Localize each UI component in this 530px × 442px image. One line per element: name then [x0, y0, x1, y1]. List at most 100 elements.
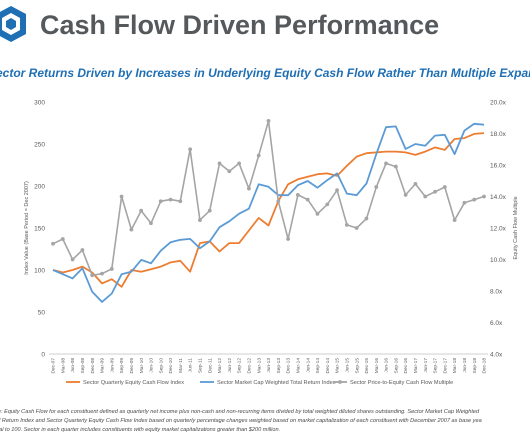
x-tick-label: Jun-17 — [423, 358, 429, 373]
x-tick-label: Dec-09 — [129, 358, 135, 374]
footnote-line: al Return Index and Sector Quarterly Equ… — [0, 418, 482, 424]
x-tick-label: Jun-09 — [109, 358, 115, 373]
data-point — [100, 271, 104, 276]
x-tick-label: Jun-15 — [344, 358, 350, 373]
data-point — [452, 218, 457, 223]
y2-tick-label: 8.0x — [490, 289, 503, 296]
y-tick-label: 300 — [34, 100, 45, 107]
x-tick-label: Mar-17 — [413, 358, 419, 374]
x-tick-label: Mar-15 — [335, 358, 341, 374]
data-point — [178, 199, 183, 204]
x-tick-label: Sep-12 — [237, 358, 243, 374]
x-tick-label: Jun-13 — [266, 358, 272, 373]
x-tick-label: Mar-09 — [100, 358, 106, 374]
data-point — [149, 221, 153, 226]
data-point — [482, 194, 486, 199]
x-tick-label: Jun-12 — [227, 358, 233, 373]
y2-tick-label: 16.0x — [490, 163, 507, 170]
data-point — [256, 153, 261, 158]
x-tick-label: Sep-11 — [198, 358, 204, 373]
data-point — [168, 197, 173, 202]
y-tick-label: 250 — [34, 142, 45, 149]
data-point — [295, 193, 300, 197]
page-title: Cash Flow Driven Performance — [40, 10, 440, 40]
x-tick-label: Sep-08 — [80, 358, 86, 374]
y2-tick-label: 6.0x — [490, 320, 503, 327]
x-tick-label: Dec-17 — [442, 358, 448, 374]
data-point — [217, 161, 222, 166]
data-point — [247, 186, 251, 191]
y2-axis-title: Equity Cash Flow Multiple — [513, 196, 519, 259]
data-point — [433, 189, 437, 194]
data-point — [286, 237, 290, 241]
x-tick-label: Sep-17 — [433, 358, 439, 374]
x-tick-label: Mar-10 — [139, 358, 145, 374]
data-point — [374, 185, 379, 189]
y-tick-label: 100 — [34, 268, 45, 275]
y2-tick-label: 4.0x — [490, 352, 503, 359]
data-point — [188, 147, 193, 152]
data-point — [129, 227, 134, 232]
y-tick-label: 200 — [34, 184, 45, 191]
data-point — [354, 226, 359, 230]
data-point — [325, 202, 330, 207]
data-point — [266, 119, 271, 123]
legend-marker — [338, 380, 342, 384]
data-point — [423, 194, 428, 199]
x-tick-label: Sep-18 — [472, 358, 478, 374]
x-tick-label: Dec-16 — [403, 358, 409, 374]
x-tick-label: Dec-07 — [51, 358, 57, 374]
data-point — [413, 182, 418, 186]
y2-tick-label: 14.0x — [490, 194, 507, 201]
data-point — [335, 188, 339, 193]
data-point — [384, 161, 388, 166]
legend-label: Sector Market Cap Weighted Total Return … — [217, 380, 336, 386]
company-logo — [0, 6, 26, 42]
x-tick-label: Sep-09 — [119, 358, 125, 374]
data-point — [315, 211, 320, 216]
data-point — [70, 257, 75, 262]
data-point — [403, 193, 408, 197]
data-point — [442, 185, 447, 189]
y2-tick-label: 12.0x — [490, 226, 507, 233]
data-point — [305, 197, 310, 202]
data-point — [472, 197, 477, 202]
x-tick-label: Dec-18 — [482, 358, 488, 374]
x-tick-label: Dec-08 — [90, 358, 96, 374]
x-tick-label: Mar-08 — [60, 358, 66, 374]
data-point — [364, 216, 369, 221]
chart-area: 0 50 100 150 200 250 300 4.0x 6.0x 8.0x 10.0x 12.0x… — [24, 100, 519, 387]
y-tick-label: 50 — [38, 310, 46, 317]
x-tick-label: Mar-12 — [217, 358, 223, 374]
x-tick-label: Dec-13 — [286, 358, 292, 374]
x-tick-label: Sep-14 — [315, 358, 321, 374]
x-tick-label: Dec-15 — [364, 358, 370, 374]
data-point — [227, 169, 232, 174]
y2-tick-label: 20.0x — [490, 100, 507, 107]
data-point — [344, 222, 349, 227]
x-tick-label: Jun-08 — [70, 358, 76, 373]
x-tick-label: Jun-14 — [305, 358, 311, 373]
series-line — [52, 122, 485, 303]
x-tick-label: Mar-16 — [374, 358, 380, 374]
x-tick-label: Jun-10 — [149, 358, 155, 373]
footnote: re: Equity Cash Flow for each constituen… — [0, 408, 530, 435]
x-tick-label: Sep-13 — [276, 358, 282, 374]
data-point — [51, 241, 55, 246]
data-point — [462, 200, 467, 205]
data-point — [276, 199, 281, 204]
y-tick-label: 150 — [34, 226, 45, 233]
data-point — [80, 248, 85, 252]
data-point — [393, 164, 398, 169]
data-point — [198, 218, 202, 223]
x-tick-label: Dec-10 — [168, 358, 174, 374]
x-tick-label: Mar-18 — [452, 358, 458, 374]
data-point — [158, 199, 163, 204]
legend-label: Sector Price-to-Equity Cash Flow Multipl… — [350, 380, 453, 386]
data-point — [139, 208, 144, 213]
data-point — [60, 237, 65, 241]
footnote-line: re: Equity Cash Flow for each constituen… — [0, 409, 480, 415]
x-tick-label: Jun-16 — [384, 358, 390, 373]
x-tick-label: Dec-11 — [207, 358, 213, 373]
y-tick-label: 0 — [41, 352, 45, 359]
